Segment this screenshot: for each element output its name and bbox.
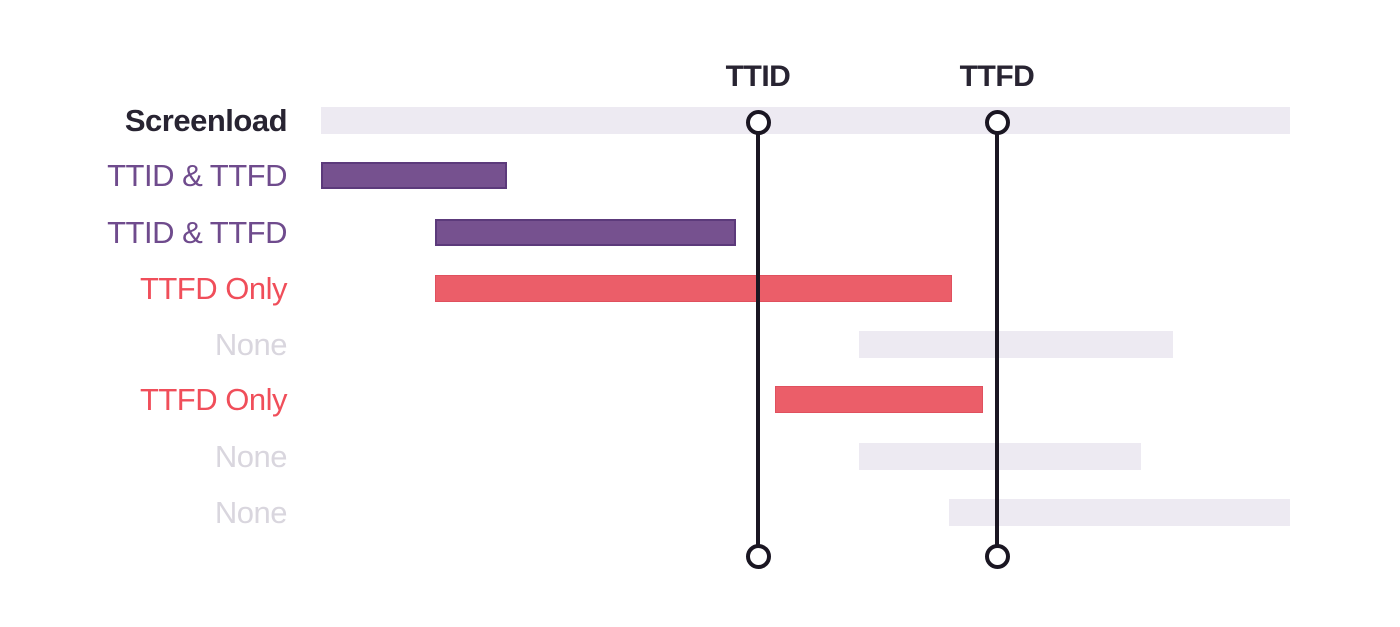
ttfd-marker-circle-top [984, 109, 1010, 135]
span-bar-none-4 [859, 331, 1173, 358]
ttfd-marker-label: TTFD [959, 60, 1035, 93]
span-bar-screenload-0 [321, 107, 1290, 134]
span-bar-red-3 [435, 275, 952, 302]
row-label-none-6: None [214, 438, 288, 474]
row-label-none-7: None [214, 494, 288, 530]
row-label-red-3: TTFD Only [139, 270, 288, 306]
ttid-marker-line [756, 122, 760, 556]
ttid-marker-circle-top [745, 109, 771, 135]
ttfd-marker-line [995, 122, 999, 556]
row-label-none-4: None [214, 326, 288, 362]
row-label-screenload-0: Screenload [124, 102, 288, 138]
ttfd-marker-circle-bottom [984, 543, 1010, 569]
span-bar-purple-1 [321, 162, 507, 189]
row-label-purple-1: TTID & TTFD [107, 157, 287, 193]
span-bar-purple-2 [435, 219, 736, 246]
span-bar-none-7 [949, 499, 1290, 526]
ttid-marker-label: TTID [725, 60, 791, 93]
row-label-purple-2: TTID & TTFD [107, 214, 287, 250]
span-bar-none-6 [859, 443, 1141, 470]
ttid-marker-circle-bottom [745, 543, 771, 569]
span-bar-red-5 [775, 386, 983, 413]
row-label-red-5: TTFD Only [139, 381, 288, 417]
